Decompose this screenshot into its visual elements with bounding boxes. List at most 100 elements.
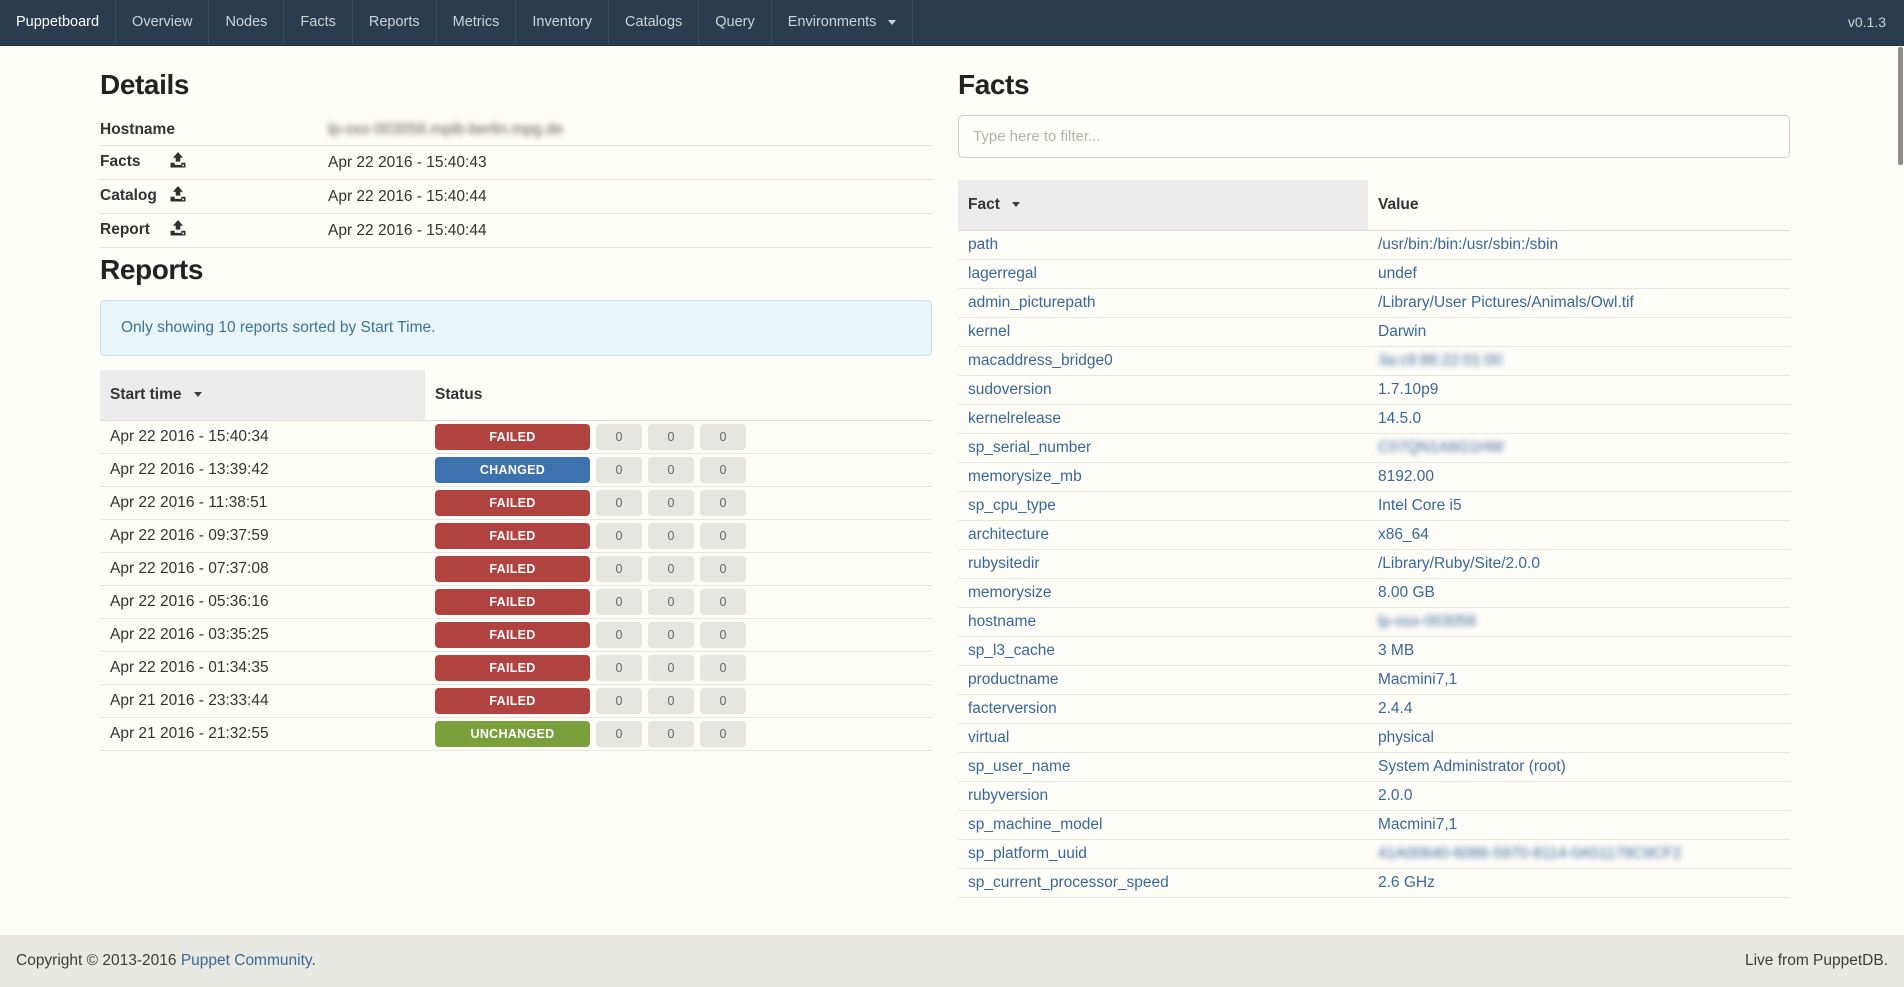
fact-value-redacted[interactable]: 3a:c9:86:22:01:00 [1378,352,1503,369]
fact-name-link[interactable]: virtual [968,729,1010,746]
fact-name-link[interactable]: kernel [968,323,1011,340]
fact-value-link[interactable]: 2.4.4 [1378,700,1413,717]
fact-value-cell: /Library/User Pictures/Animals/Owl.tif [1368,288,1790,318]
upload-icon[interactable] [170,186,186,207]
metric-count-pill: 0 [648,523,694,549]
fact-value-link[interactable]: /Library/Ruby/Site/2.0.0 [1378,555,1540,572]
nav-item-reports[interactable]: Reports [353,0,437,45]
report-row: Apr 21 2016 - 23:33:44 FAILED 0 0 0 [100,684,932,718]
fact-name-link[interactable]: kernelrelease [968,410,1062,427]
footer-status-text: Live from PuppetDB. [1744,952,1888,969]
fact-value-link[interactable]: /Library/User Pictures/Animals/Owl.tif [1378,294,1634,311]
fact-value-cell: 8192.00 [1368,462,1790,492]
fact-name-link[interactable]: facterversion [968,700,1057,717]
vertical-scrollbar-thumb[interactable] [1898,47,1903,165]
report-row: Apr 22 2016 - 13:39:42 CHANGED 0 0 0 [100,453,932,487]
start-time-header-label: Start time [110,386,182,403]
fact-row: kernelrelease 14.5.0 [958,404,1790,434]
fact-row: rubysitedir/Library/Ruby/Site/2.0.0 [958,549,1790,579]
fact-name-link[interactable]: sp_platform_uuid [968,845,1087,862]
fact-value-link[interactable]: 8192.00 [1378,468,1435,485]
details-value-redacted: lp-osx-003056.mpib-berlin.mpg.de [328,121,564,138]
fact-value-redacted[interactable]: lp-osx-003056 [1378,613,1477,630]
status-badge-failed: FAILED [435,589,590,615]
details-label-text: Hostname [100,121,175,138]
fact-value-cell: /usr/bin:/bin:/usr/sbin:/sbin [1368,230,1790,260]
upload-icon[interactable] [170,152,186,173]
metric-count-pill: 0 [700,655,746,681]
nav-item-environments[interactable]: Environments [772,0,914,45]
reports-status-header[interactable]: Status [425,370,932,421]
fact-value-link[interactable]: 2.0.0 [1378,787,1413,804]
navbar-brand[interactable]: Puppetboard [0,0,117,45]
fact-value-link[interactable]: Macmini7,1 [1378,816,1458,833]
nav-item-inventory[interactable]: Inventory [516,0,610,45]
puppet-community-link[interactable]: Puppet Community [180,952,312,969]
status-badge-failed: FAILED [435,424,590,450]
report-row: Apr 22 2016 - 15:40:34 FAILED 0 0 0 [100,420,932,454]
fact-name-link[interactable]: architecture [968,526,1049,543]
nav-item-nodes[interactable]: Nodes [209,0,285,45]
fact-value-redacted[interactable]: C07QN1A6G1HW [1378,439,1504,456]
fact-value-link[interactable]: 14.5.0 [1378,410,1422,427]
copyright-text: Copyright © 2013-2016 [16,952,177,969]
fact-name-link[interactable]: hostname [968,613,1037,630]
metric-count-pill: 0 [596,424,642,450]
facts-filter-input[interactable] [958,115,1790,158]
fact-name-link[interactable]: memorysize [968,584,1052,601]
sort-desc-icon [1012,202,1021,207]
fact-value-link[interactable]: undef [1378,265,1417,282]
fact-value-link[interactable]: Darwin [1378,323,1427,340]
fact-name-link[interactable]: sudoversion [968,381,1052,398]
nav-item-catalogs[interactable]: Catalogs [609,0,700,45]
facts-value-header[interactable]: Value [1368,180,1790,231]
fact-name-cell: memorysize [958,578,1368,608]
reports-title: Reports [100,254,203,285]
metric-count-pill: 0 [648,424,694,450]
fact-value-link[interactable]: Intel Core i5 [1378,497,1462,514]
details-label-text: Facts [100,153,141,170]
fact-name-link[interactable]: productname [968,671,1059,688]
fact-value-link[interactable]: Macmini7,1 [1378,671,1458,688]
fact-name-link[interactable]: sp_current_processor_speed [968,874,1169,891]
fact-name-link[interactable]: sp_serial_number [968,439,1092,456]
fact-value-link[interactable]: x86_64 [1378,526,1429,543]
fact-row: kernel Darwin [958,317,1790,347]
fact-value-cell: System Administrator (root) [1368,752,1790,782]
nav-item-query[interactable]: Query [699,0,772,45]
status-badge-failed: FAILED [435,688,590,714]
copyright-period: . [311,952,316,969]
fact-name-link[interactable]: sp_user_name [968,758,1071,775]
fact-row: sp_cpu_type Intel Core i5 [958,491,1790,521]
fact-name-cell: sp_user_name [958,752,1368,782]
fact-value-link[interactable]: 3 MB [1378,642,1415,659]
fact-name-link[interactable]: sp_machine_model [968,816,1103,833]
fact-name-link[interactable]: path [968,236,999,253]
fact-value-link[interactable]: System Administrator (root) [1378,758,1566,775]
nav-item-facts[interactable]: Facts [284,0,353,45]
fact-value-link[interactable]: 8.00 GB [1378,584,1435,601]
fact-name-link[interactable]: macaddress_bridge0 [968,352,1113,369]
fact-name-cell: sp_machine_model [958,810,1368,840]
upload-icon[interactable] [170,220,186,241]
fact-name-link[interactable]: memorysize_mb [968,468,1082,485]
fact-name-link[interactable]: sp_cpu_type [968,497,1056,514]
fact-name-link[interactable]: rubysitedir [968,555,1040,572]
fact-value-link[interactable]: 2.6 GHz [1378,874,1435,891]
fact-name-link[interactable]: lagerregal [968,265,1037,282]
fact-name-link[interactable]: sp_l3_cache [968,642,1056,659]
fact-name-link[interactable]: rubyversion [968,787,1049,804]
fact-row: hostname lp-osx-003056 [958,607,1790,637]
fact-name-link[interactable]: admin_picturepath [968,294,1096,311]
facts-sort-fact[interactable]: Fact [958,180,1368,231]
fact-value-redacted[interactable]: 41A00640-6086-5970-8114-0A51178C9CF2 [1378,845,1682,862]
reports-sort-start-time[interactable]: Start time [100,370,425,421]
report-start-time: Apr 22 2016 - 01:34:35 [100,651,425,685]
fact-value-cell: undef [1368,259,1790,289]
nav-item-metrics[interactable]: Metrics [437,0,517,45]
fact-value-link[interactable]: 1.7.10p9 [1378,381,1439,398]
nav-item-overview[interactable]: Overview [116,0,210,45]
fact-value-link[interactable]: physical [1378,729,1434,746]
report-start-time: Apr 22 2016 - 15:40:34 [100,420,425,454]
fact-value-link[interactable]: /usr/bin:/bin:/usr/sbin:/sbin [1378,236,1559,253]
